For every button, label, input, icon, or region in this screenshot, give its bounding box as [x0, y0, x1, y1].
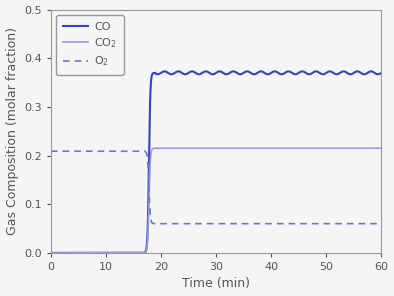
- O$_2$: [289, 222, 294, 226]
- Line: CO$_2$: CO$_2$: [51, 148, 381, 253]
- CO$_2$: [353, 147, 357, 150]
- O$_2$: [190, 222, 195, 226]
- CO$_2$: [206, 147, 210, 150]
- Legend: CO, CO$_2$, O$_2$: CO, CO$_2$, O$_2$: [56, 15, 124, 75]
- CO$_2$: [172, 147, 177, 150]
- CO: [190, 70, 195, 73]
- O$_2$: [188, 222, 192, 226]
- CO: [289, 70, 294, 74]
- O$_2$: [353, 222, 357, 226]
- O$_2$: [369, 222, 374, 226]
- O$_2$: [379, 222, 384, 226]
- CO$_2$: [369, 147, 374, 150]
- CO: [206, 70, 210, 74]
- O$_2$: [206, 222, 210, 226]
- CO: [188, 70, 192, 74]
- CO$_2$: [190, 147, 195, 150]
- CO$_2$: [188, 147, 192, 150]
- Y-axis label: Gas Composition (molar fraction): Gas Composition (molar fraction): [6, 27, 19, 235]
- X-axis label: Time (min): Time (min): [182, 277, 250, 290]
- O$_2$: [48, 149, 53, 153]
- CO: [379, 71, 384, 75]
- CO$_2$: [48, 251, 53, 255]
- CO$_2$: [379, 147, 384, 150]
- CO: [48, 251, 53, 255]
- CO: [353, 70, 357, 74]
- O$_2$: [172, 222, 177, 226]
- Line: CO: CO: [51, 71, 381, 253]
- CO$_2$: [289, 147, 294, 150]
- CO: [258, 70, 263, 73]
- Line: O$_2$: O$_2$: [51, 151, 381, 224]
- CO: [369, 70, 374, 73]
